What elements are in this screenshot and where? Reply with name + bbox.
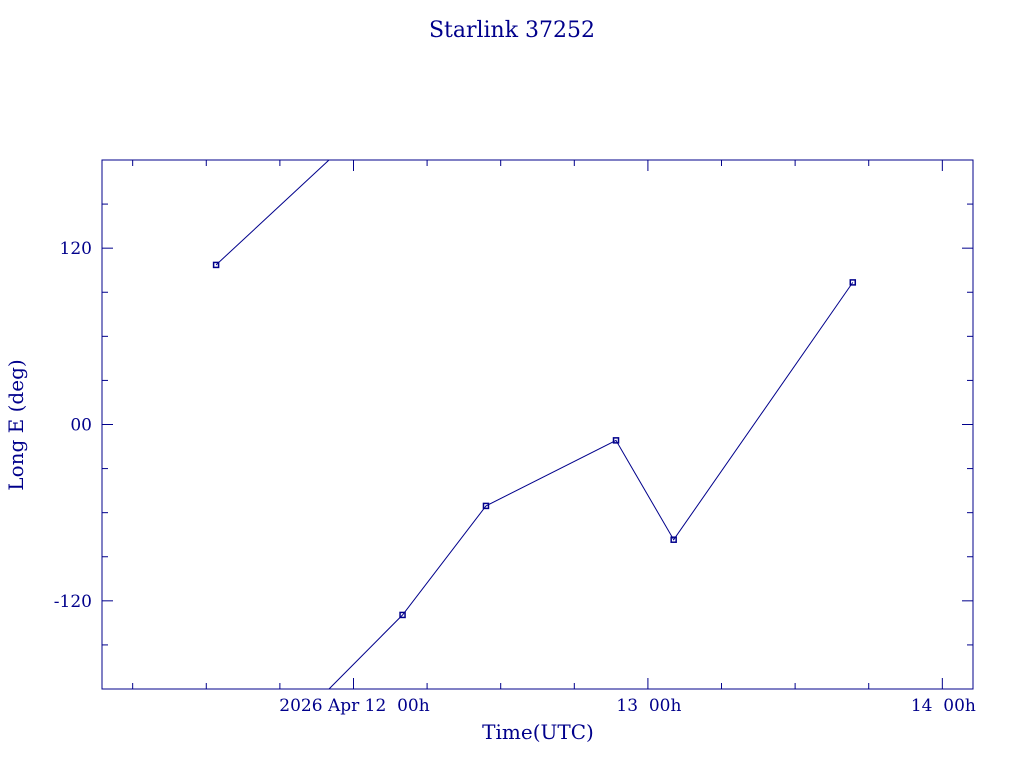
x-tick-label: 14 00h <box>911 696 976 716</box>
data-point <box>849 279 857 286</box>
axis-ticks <box>102 160 973 689</box>
data-point <box>212 261 220 269</box>
data-point <box>670 536 677 543</box>
data-point <box>482 502 490 510</box>
series-line <box>328 282 854 690</box>
plot-frame <box>101 159 974 690</box>
chart-title: Starlink 37252 <box>429 18 595 43</box>
y-tick-label: 00 <box>70 416 92 436</box>
data-points <box>212 261 857 619</box>
x-tick-label: 2026 Apr 12 00h <box>279 696 429 716</box>
tick-labels: 2026 Apr 12 00h 13 00h 14 00h 120 00 -120 <box>54 239 976 716</box>
data-point <box>612 437 620 444</box>
data-point <box>399 611 406 619</box>
x-tick-label: 13 00h <box>616 696 681 716</box>
x-axis-label: Time(UTC) <box>482 720 594 744</box>
y-axis-label: Long E (deg) <box>4 359 28 490</box>
y-tick-label: -120 <box>54 592 92 612</box>
y-tick-label: 120 <box>60 239 92 259</box>
series-line <box>215 159 330 266</box>
series-lines <box>215 159 854 690</box>
